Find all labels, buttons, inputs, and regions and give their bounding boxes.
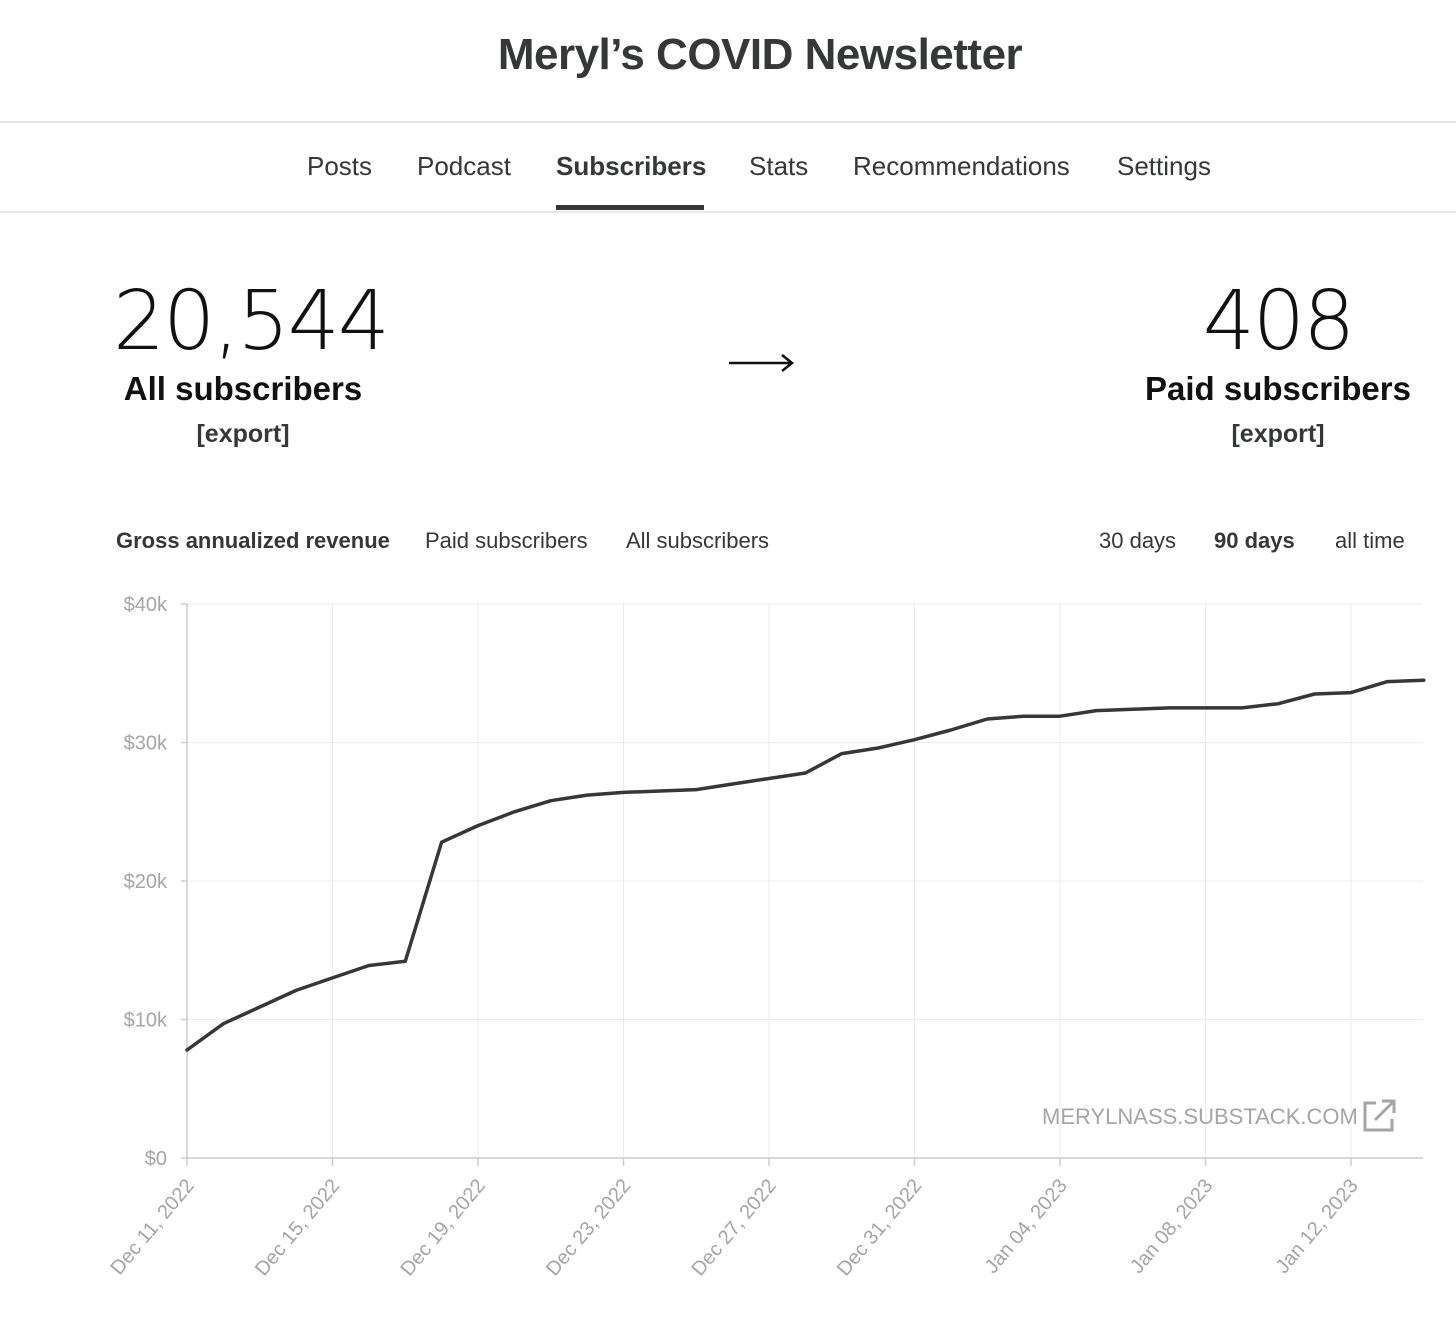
tab-podcast[interactable]: Podcast: [417, 151, 511, 181]
y-tick-label: $20k: [124, 871, 168, 893]
chart-axes: [186, 604, 1423, 1159]
range-90-days[interactable]: 90 days: [1214, 528, 1295, 553]
tab-stats[interactable]: Stats: [749, 151, 809, 181]
chart-tab-all-subscribers[interactable]: All subscribers: [626, 528, 770, 553]
x-tick-label: Dec 11, 2022: [106, 1175, 198, 1279]
y-tick-label: $40k: [124, 594, 168, 616]
paid-subscribers-label: Paid subscribers: [1145, 370, 1411, 407]
y-tick-label: $10k: [124, 1010, 168, 1032]
x-tick-label: Jan 12, 2023: [1272, 1175, 1363, 1278]
substack-url-watermark[interactable]: MERYLNASS.SUBSTACK.COM: [1042, 1104, 1358, 1129]
paid-subscribers-export-link[interactable]: [export]: [1231, 420, 1325, 448]
tab-settings[interactable]: Settings: [1117, 151, 1211, 181]
x-tick-label: Jan 08, 2023: [1126, 1175, 1217, 1278]
range-all-time[interactable]: all time: [1335, 528, 1405, 553]
all-subscribers-export-link[interactable]: [export]: [196, 420, 290, 448]
tab-subscribers[interactable]: Subscribers: [556, 151, 707, 181]
external-link-icon[interactable]: [1361, 1098, 1397, 1134]
tab-recommendations[interactable]: Recommendations: [853, 151, 1070, 181]
y-tick-label: $0: [145, 1148, 167, 1170]
revenue-series-line: [185, 678, 1426, 1052]
chart-tab-paid-subscribers[interactable]: Paid subscribers: [425, 528, 588, 553]
x-tick-label: Dec 27, 2022: [687, 1175, 780, 1280]
x-tick-label: Dec 31, 2022: [833, 1175, 926, 1280]
publication-header: Meryl’s COVID Newsletter: [0, 0, 1456, 123]
x-axis-ticks: Dec 11, 2022 Dec 15, 2022 Dec 19, 2022 Dec …: [106, 1158, 1363, 1280]
x-tick-label: Jan 04, 2023: [981, 1175, 1072, 1278]
x-tick-label: Dec 23, 2022: [542, 1175, 635, 1280]
all-subscribers-count: 20,544: [113, 274, 390, 369]
chart-series: [185, 678, 1426, 1052]
x-tick-label: Dec 15, 2022: [251, 1175, 344, 1280]
revenue-chart: $0 $10k $20k $30k $40k Dec 11, 2022 Dec 15, 2…: [106, 594, 1426, 1280]
publication-title: Meryl’s COVID Newsletter: [497, 30, 1023, 79]
dashboard-nav: Posts Podcast Subscribers Stats Recommen…: [0, 123, 1456, 213]
paid-subscribers-count: 408: [1202, 274, 1356, 369]
arrow-right-icon: [729, 354, 795, 372]
all-subscribers-label: All subscribers: [123, 370, 363, 407]
x-tick-label: Dec 19, 2022: [396, 1175, 489, 1280]
tab-posts[interactable]: Posts: [307, 151, 373, 181]
y-tick-label: $30k: [124, 733, 168, 755]
y-axis-ticks: $0 $10k $20k $30k $40k: [124, 594, 187, 1170]
chart-tab-gross-annualized-revenue[interactable]: Gross annualized revenue: [116, 528, 390, 553]
active-tab-indicator: [556, 205, 704, 210]
chart-grid: [187, 603, 1423, 1158]
range-30-days[interactable]: 30 days: [1099, 528, 1177, 553]
